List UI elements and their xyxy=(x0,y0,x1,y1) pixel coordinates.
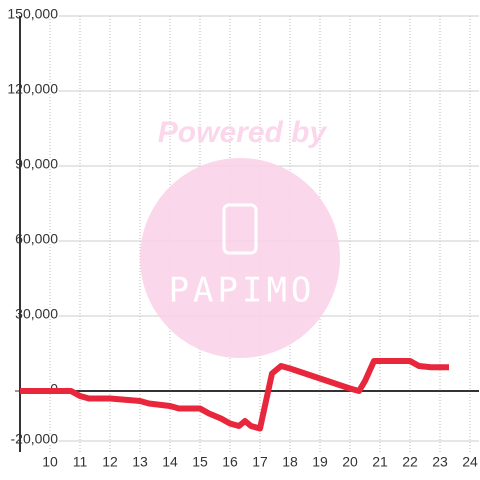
x-tick-label: 18 xyxy=(282,454,298,470)
x-tick-label: 21 xyxy=(372,454,388,470)
x-tick-label: 19 xyxy=(312,454,328,470)
watermark-circle xyxy=(140,158,340,358)
x-tick-label: 16 xyxy=(222,454,238,470)
y-tick-label: 90,000 xyxy=(15,156,58,172)
x-tick-label: 11 xyxy=(73,454,88,470)
watermark-icon xyxy=(222,203,258,255)
y-tick-label: 120,000 xyxy=(7,81,58,97)
x-tick-label: 14 xyxy=(162,454,178,470)
x-tick-label: 17 xyxy=(252,454,268,470)
x-tick-label: 13 xyxy=(132,454,148,470)
x-tick-label: 15 xyxy=(192,454,208,470)
y-tick-label: 60,000 xyxy=(15,231,58,247)
y-tick-label: 150,000 xyxy=(7,6,58,22)
x-tick-label: 23 xyxy=(432,454,448,470)
x-tick-label: 24 xyxy=(462,454,478,470)
x-tick-label: 10 xyxy=(42,454,58,470)
watermark: Powered by PAPIMO xyxy=(140,116,340,358)
x-tick-label: 22 xyxy=(402,454,418,470)
watermark-text: Powered by xyxy=(158,116,328,149)
y-tick-label: 30,000 xyxy=(15,306,58,322)
y-tick-label: -20,000 xyxy=(11,431,59,447)
x-tick-label: 20 xyxy=(342,454,358,470)
x-tick-label: 12 xyxy=(102,454,118,470)
data-line xyxy=(20,358,449,432)
watermark-logo: PAPIMO xyxy=(169,271,316,311)
